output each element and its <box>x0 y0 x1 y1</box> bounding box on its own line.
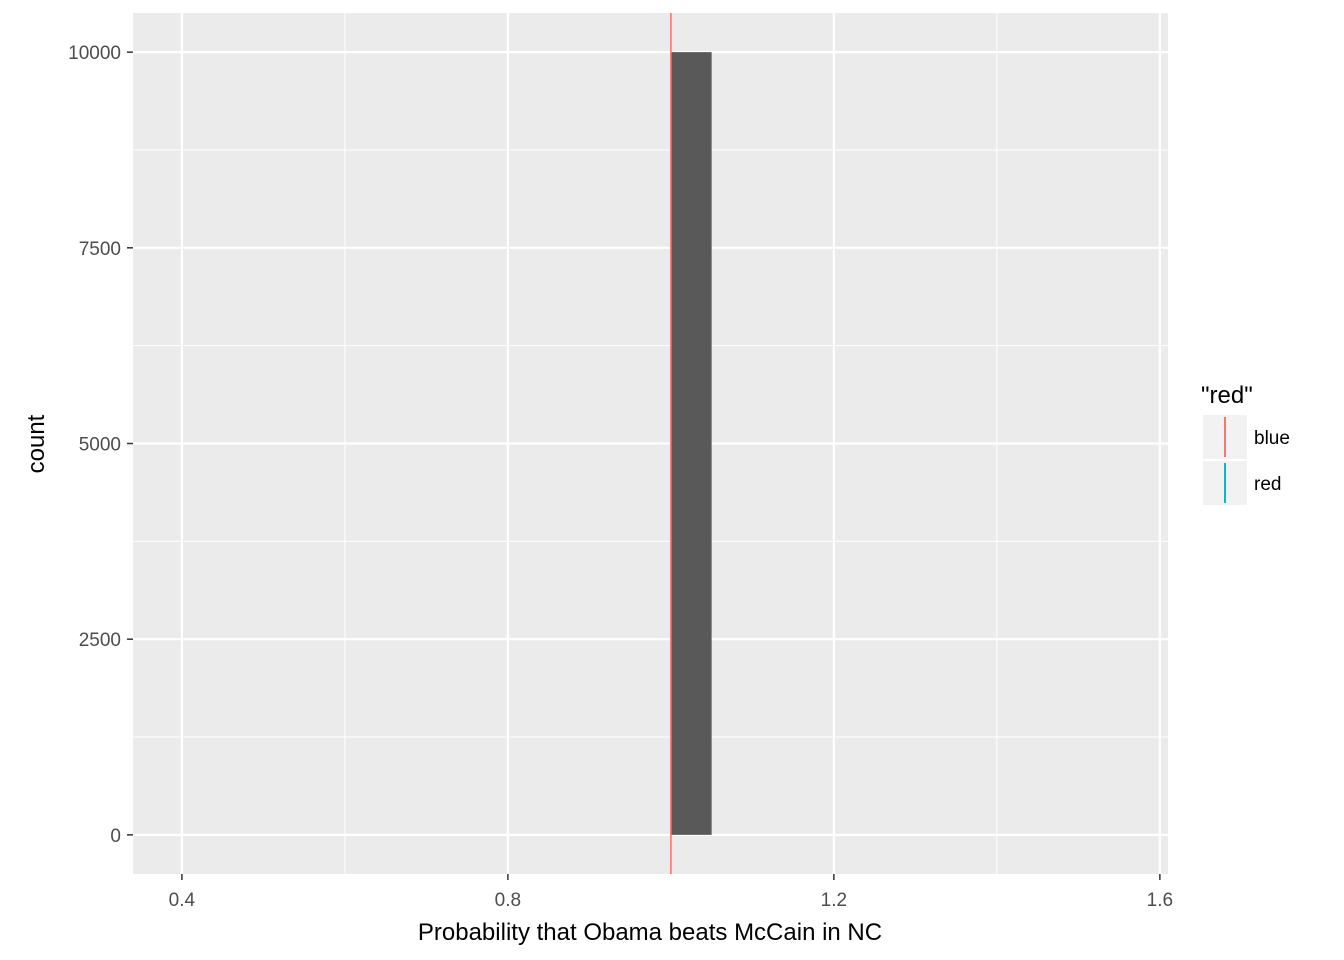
legend: "red" blue red <box>1201 382 1290 505</box>
x-tick-label: 1.6 <box>1147 890 1173 911</box>
x-tick-label: 1.2 <box>821 890 847 911</box>
y-tick-label: 7500 <box>79 239 121 260</box>
histogram-bars <box>670 52 712 835</box>
x-axis-ticks: 0.4 0.8 1.2 1.6 <box>169 874 1173 911</box>
y-tick-label: 2500 <box>79 630 121 651</box>
y-axis-title: count <box>23 414 50 473</box>
legend-label-red: red <box>1254 474 1281 495</box>
histogram-bar <box>670 52 712 835</box>
y-axis-ticks: 0 2500 5000 7500 10000 <box>68 43 133 847</box>
legend-label-blue: blue <box>1254 428 1290 449</box>
major-gridlines <box>133 13 1168 874</box>
legend-title: "red" <box>1201 382 1253 409</box>
y-tick-label: 10000 <box>68 43 121 64</box>
x-tick-label: 0.8 <box>495 890 521 911</box>
x-tick-label: 0.4 <box>169 890 196 911</box>
y-tick-label: 0 <box>110 826 121 847</box>
x-axis-title: Probability that Obama beats McCain in N… <box>418 919 882 946</box>
y-tick-label: 5000 <box>79 435 121 456</box>
